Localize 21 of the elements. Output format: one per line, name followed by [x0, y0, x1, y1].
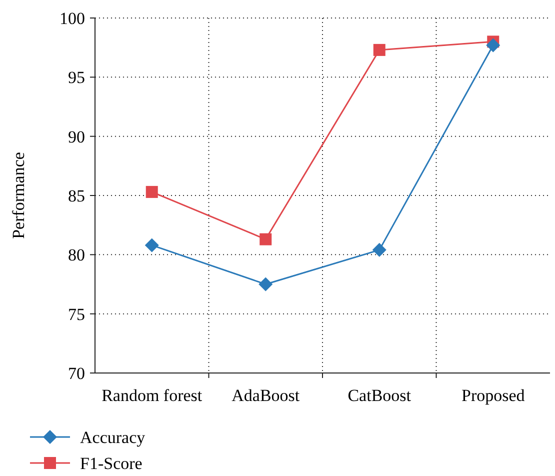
y-tick-label: 90	[68, 127, 85, 146]
point	[372, 242, 386, 257]
y-tick-label: 70	[68, 364, 85, 383]
legend-label: Accuracy	[80, 428, 146, 447]
point	[258, 277, 273, 292]
y-axis-title: Performance	[9, 152, 28, 239]
y-tick-label: 85	[68, 186, 85, 206]
y-tick-label: 95	[68, 68, 85, 88]
point	[373, 44, 386, 56]
x-tick-label: AdaBoost	[232, 386, 300, 405]
legend-label: F1-Score	[80, 454, 142, 473]
y-tick-label: 80	[68, 246, 85, 265]
x-tick-label: Random forest	[102, 386, 202, 405]
y-tick-label: 100	[60, 8, 85, 28]
y-tick-label: 75	[68, 304, 85, 324]
point	[146, 186, 158, 198]
x-tick-label: Proposed	[461, 386, 526, 405]
x-tick-label: CatBoost	[348, 386, 412, 405]
point	[260, 233, 272, 246]
point	[144, 238, 159, 252]
point	[486, 38, 500, 52]
